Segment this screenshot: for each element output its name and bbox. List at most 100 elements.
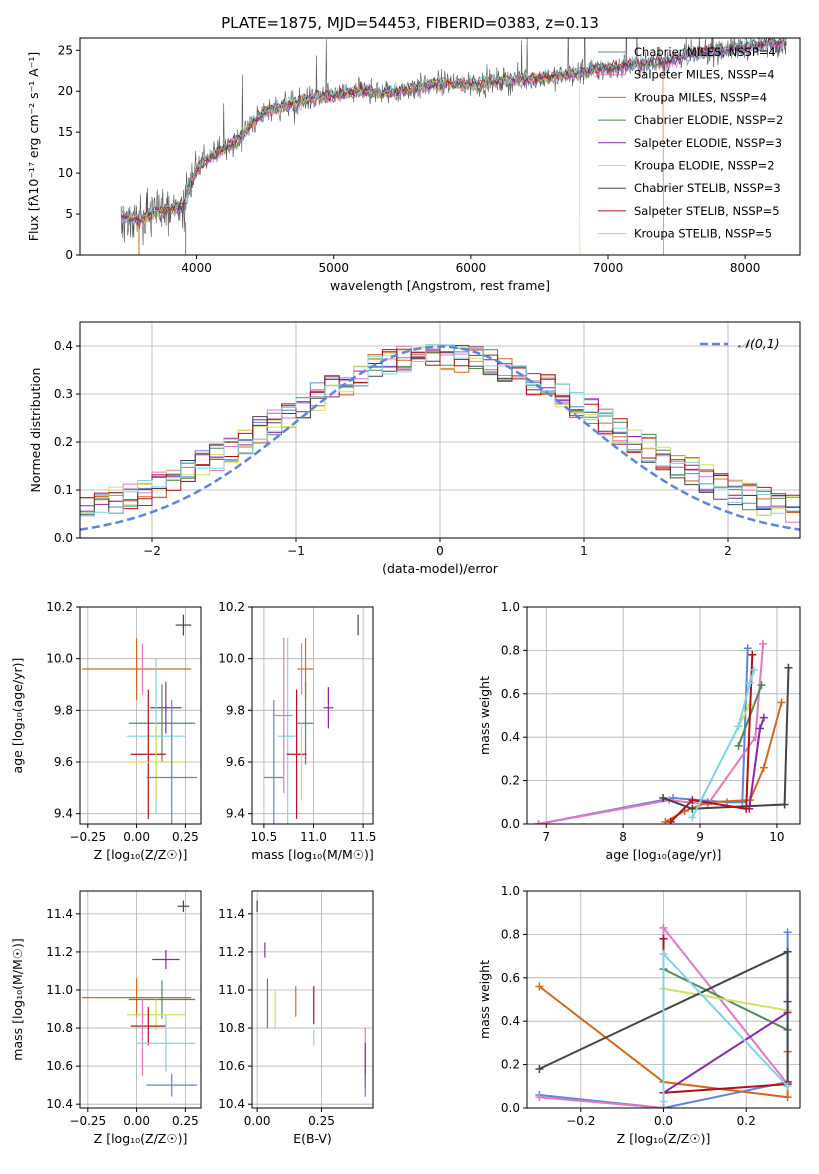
error-point (297, 681, 314, 765)
x-axis-label: wavelength [Angstrom, rest frame] (330, 278, 550, 293)
weight-marker (780, 800, 789, 809)
y-tick-label: 10.4 (46, 1097, 73, 1111)
error-point (274, 638, 293, 793)
y-axis-label: age [log₁₀(age/yr)] (10, 658, 25, 774)
y-tick-label: 10.2 (218, 600, 245, 614)
weight-marker (783, 1093, 792, 1102)
weight-line-8 (670, 654, 754, 823)
y-tick-label: 0.6 (501, 687, 520, 701)
x-tick-label: 0 (436, 544, 444, 558)
y-tick-label: 15 (58, 125, 73, 139)
x-tick-label: 10 (769, 830, 784, 844)
panel-5: 7 8 9 10 0.0 0.2 0.4 0.6 0.8 1.0 age [log₁₀(age/yr… (477, 600, 801, 862)
y-tick-label: 11.0 (218, 983, 245, 997)
legend-label: Salpeter ELODIE, NSSP=3 (634, 136, 782, 150)
y-tick-label: 1.0 (501, 884, 520, 898)
weight-marker (659, 793, 668, 802)
weight-marker (535, 1064, 544, 1073)
weight-marker (759, 763, 768, 772)
weight-marker (688, 813, 697, 822)
x-axis-label: Z [log₁₀(Z/Z☉)] (617, 1131, 711, 1146)
plot-area (120, 38, 787, 255)
error-point (150, 681, 182, 734)
y-tick-label: 0.2 (54, 435, 73, 449)
weight-line-7 (662, 667, 790, 810)
x-axis-label: E(B-V) (293, 1131, 332, 1146)
histogram-8 (80, 344, 800, 538)
x-tick-label: 9 (696, 830, 704, 844)
panel-8: −0.2 0.0 0.2 0.0 0.2 0.4 0.6 0.8 1.0 Z [log₁₀(Z/Z… (477, 884, 801, 1146)
weight-marker (734, 722, 743, 731)
error-point (263, 700, 284, 824)
y-tick-label: 9.6 (54, 755, 73, 769)
gridlines (252, 891, 373, 1108)
error-point (177, 900, 190, 912)
plot-area (80, 322, 800, 538)
panel-2: −2 −1 0 1 2 0.0 0.1 0.2 0.3 0.4 (data-model)/error… (28, 321, 801, 576)
weight-marker (659, 934, 668, 943)
y-tick-label: 1.0 (501, 600, 520, 614)
weight-marker (659, 949, 668, 958)
x-tick-label: 11.5 (350, 830, 377, 844)
legend-label: Chabrier MILES, NSSP=4 (634, 45, 776, 59)
y-tick-label: 10.6 (46, 1059, 73, 1073)
x-tick-label: 4000 (181, 261, 212, 275)
weight-marker (688, 796, 697, 805)
y-tick-label: 9.6 (226, 755, 245, 769)
error-point (128, 684, 196, 762)
y-tick-label: 10.0 (218, 652, 245, 666)
legend: 𝒩(0,1) (700, 336, 780, 351)
error-point (146, 700, 198, 824)
y-tick-label: 0.4 (501, 730, 520, 744)
error-point (130, 1007, 166, 1046)
gridlines (527, 607, 800, 824)
y-tick-label: 9.4 (226, 807, 245, 821)
axes-frame (79, 37, 801, 256)
x-tick-label: 7000 (593, 261, 624, 275)
error-point (277, 638, 298, 824)
weight-line-1 (538, 648, 749, 824)
model-spectrum-3 (120, 59, 664, 255)
axes-frame (79, 321, 801, 539)
error-point (286, 689, 307, 819)
y-tick-label: 10 (58, 166, 73, 180)
model-spectrum-9 (120, 38, 787, 219)
x-tick-label: 8000 (730, 261, 761, 275)
x-tick-label: 0.25 (172, 1114, 199, 1128)
weight-marker (759, 639, 768, 648)
y-axis-label: Normed distribution (28, 368, 43, 493)
weight-marker (777, 698, 786, 707)
y-tick-label: 11.0 (46, 983, 73, 997)
weight-marker (534, 820, 543, 824)
model-spectrum-6 (121, 69, 581, 255)
y-tick-label: 0.4 (501, 1014, 520, 1028)
axes-frame (526, 606, 801, 825)
x-tick-label: −0.2 (566, 1114, 595, 1128)
panel-4: 10.5 11.0 11.5 9.4 9.6 9.8 10.0 10.2 mass [log₁₀… (218, 600, 376, 862)
weight-marker (535, 1093, 544, 1102)
plot-area (252, 607, 373, 824)
axes-frame (251, 606, 374, 825)
weight-marker (743, 644, 752, 653)
x-tick-label: −2 (143, 544, 161, 558)
x-tick-label: 0.00 (123, 830, 150, 844)
axes-frame (251, 890, 374, 1109)
error-point (126, 999, 186, 1030)
y-tick-label: 11.2 (218, 945, 245, 959)
x-axis-label: mass [log₁₀(M/M☉)] (251, 847, 373, 862)
plot-area (527, 607, 800, 824)
weight-marker (734, 741, 743, 750)
x-tick-label: 5000 (318, 261, 349, 275)
plot-area (252, 891, 373, 1108)
y-axis-label: Flux [fλ10⁻¹⁷ erg cm⁻² s⁻¹ A⁻¹] (26, 52, 41, 241)
axes-frame (79, 606, 202, 825)
axes-frame (79, 890, 202, 1109)
weight-marker (746, 678, 755, 687)
panel-3: −0.25 0.00 0.25 9.4 9.6 9.8 10.0 10.2 Z [log₁₀(Z… (10, 600, 202, 862)
error-point (126, 723, 186, 801)
error-point (323, 687, 334, 729)
y-tick-label: 0.4 (54, 339, 73, 353)
weight-marker (759, 713, 768, 722)
legend: Chabrier MILES, NSSP=4 Salpeter MILES, NS… (598, 45, 783, 241)
error-point (175, 614, 192, 636)
